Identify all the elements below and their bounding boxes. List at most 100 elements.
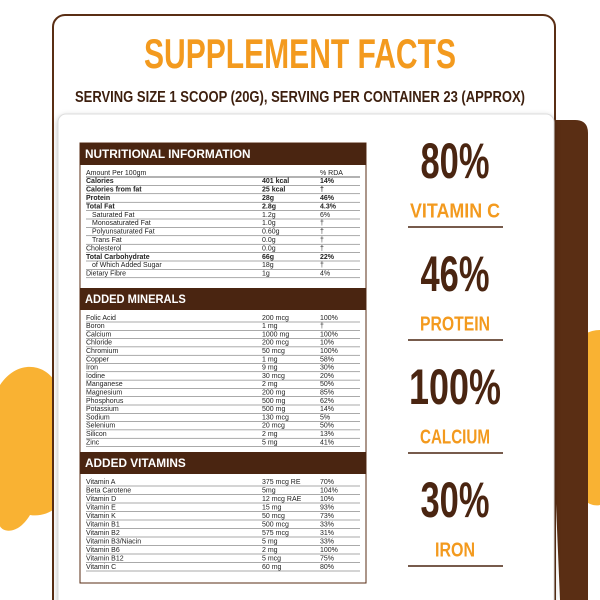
table-cell: 1 mg (262, 323, 278, 330)
section-heading: ADDED MINERALS (85, 292, 186, 306)
table-cell: Vitamin C (86, 564, 116, 571)
section-header (80, 288, 366, 310)
table-cell: Trans Fat (92, 237, 122, 244)
highlight-value: 30% (421, 472, 490, 528)
table-cell: Magnesium (86, 390, 122, 397)
table-cell: 73% (320, 513, 334, 520)
table-cell: 75% (320, 555, 334, 562)
highlight-label: CALCIUM (420, 426, 490, 448)
section-heading: ADDED VITAMINS (85, 456, 186, 470)
table-cell: 25 kcal (262, 187, 285, 194)
table-cell: 30 mcg (262, 373, 285, 380)
table-cell: 0.60g (262, 229, 280, 236)
table-cell: 10% (320, 496, 334, 503)
table-cell: 575 mcg (262, 530, 289, 537)
table-cell: 4.3% (320, 203, 337, 210)
table-cell: Vitamin B2 (86, 530, 120, 537)
table-cell: Potassium (86, 406, 119, 413)
table-cell: 66g (262, 254, 274, 261)
table-border (79, 142, 367, 584)
table-cell: 33% (320, 521, 334, 528)
table-cell: Phosphorus (86, 398, 124, 405)
table-cell: of Which Added Sugar (92, 262, 162, 269)
table-cell: Protein (86, 195, 110, 202)
table-cell: 500 mg (262, 398, 285, 405)
title: SUPPLEMENT FACTS (144, 30, 456, 77)
table-cell: 20 mcg (262, 423, 285, 430)
table-cell: 1.0g (262, 220, 276, 227)
table-cell: Silicon (86, 431, 107, 438)
table-cell: 104% (320, 487, 338, 494)
table-cell: Vitamin B3/Niacin (86, 538, 141, 545)
table-cell: 58% (320, 356, 334, 363)
table-cell: 33% (320, 538, 334, 545)
table-cell: Total Carbohydrate (86, 254, 150, 261)
table-cell: 4% (320, 271, 330, 278)
highlight-label: PROTEIN (420, 313, 490, 335)
table-cell: Selenium (86, 423, 115, 430)
section-heading: NUTRITIONAL INFORMATION (85, 147, 251, 161)
table-cell: 100% (320, 348, 338, 355)
table-cell: Total Fat (86, 203, 115, 210)
table-cell: † (320, 187, 324, 194)
table-cell: † (320, 323, 324, 330)
table-cell: Zinc (86, 439, 100, 446)
table-cell: 5 mg (262, 538, 278, 545)
table-cell: 10% (320, 340, 334, 347)
column-header: Amount Per 100gm (86, 170, 146, 177)
table-cell: Vitamin K (86, 513, 116, 520)
table-cell: Vitamin A (86, 479, 116, 486)
table-cell: 1.2g (262, 212, 276, 219)
table-cell: 5 mcg (262, 555, 281, 562)
subtitle: SERVING SIZE 1 SCOOP (20G), SERVING PER … (75, 89, 525, 106)
highlight-value: 46% (421, 246, 490, 302)
facts-table: NUTRITIONAL INFORMATION Amount Per 100gm%… (79, 142, 367, 584)
table-cell: 28g (262, 195, 274, 202)
table-cell: Vitamin D (86, 496, 116, 503)
table-cell: 0.0g (262, 237, 276, 244)
table-cell: 31% (320, 530, 334, 537)
table-cell: † (320, 229, 324, 236)
table-cell: 0.0g (262, 245, 276, 252)
table-cell: Calcium (86, 331, 111, 338)
table-cell: 2 mg (262, 381, 278, 388)
table-cell: Vitamin B12 (86, 555, 124, 562)
table-cell: 93% (320, 504, 334, 511)
table-cell: Calories from fat (86, 187, 142, 194)
table-cell: 80% (320, 564, 334, 571)
table-cell: 6% (320, 212, 330, 219)
table-cell: 50% (320, 423, 334, 430)
table-cell: Boron (86, 323, 105, 330)
table-cell: 200 mg (262, 390, 285, 397)
table-cell: Polyunsaturated Fat (92, 229, 155, 236)
table-cell: 375 mcg RE (262, 479, 301, 486)
table-cell: 22% (320, 254, 335, 261)
table-cell: 9 mg (262, 365, 278, 372)
table-cell: 20% (320, 373, 334, 380)
table-cell: 46% (320, 195, 335, 202)
table-cell: 70% (320, 479, 334, 486)
table-cell: 5 mg (262, 439, 278, 446)
table-cell: 100% (320, 547, 338, 554)
table-cell: 100% (320, 331, 338, 338)
table-cell: 50 mcg (262, 348, 285, 355)
table-cell: Monosaturated Fat (92, 220, 151, 227)
column-header: % RDA (320, 170, 343, 177)
table-cell: Chloride (86, 340, 112, 347)
table-cell: 2 mg (262, 547, 278, 554)
table-cell: 500 mcg (262, 521, 289, 528)
table-cell: 5% (320, 414, 330, 421)
highlights: 80% VITAMIN C 46% PROTEIN 100% CALCIUM 30% IRON (408, 133, 503, 567)
table-cell: 500 mg (262, 406, 285, 413)
table-cell: Cholesterol (86, 245, 122, 252)
highlight-label: VITAMIN C (410, 200, 500, 222)
table-cell: † (320, 262, 324, 269)
table-cell: Saturated Fat (92, 212, 134, 219)
table-cell: Iodine (86, 373, 105, 380)
table-cell: Iron (86, 365, 98, 372)
table-cell: 30% (320, 365, 334, 372)
table-cell: 50% (320, 381, 334, 388)
table-cell: 2.8g (262, 203, 276, 210)
